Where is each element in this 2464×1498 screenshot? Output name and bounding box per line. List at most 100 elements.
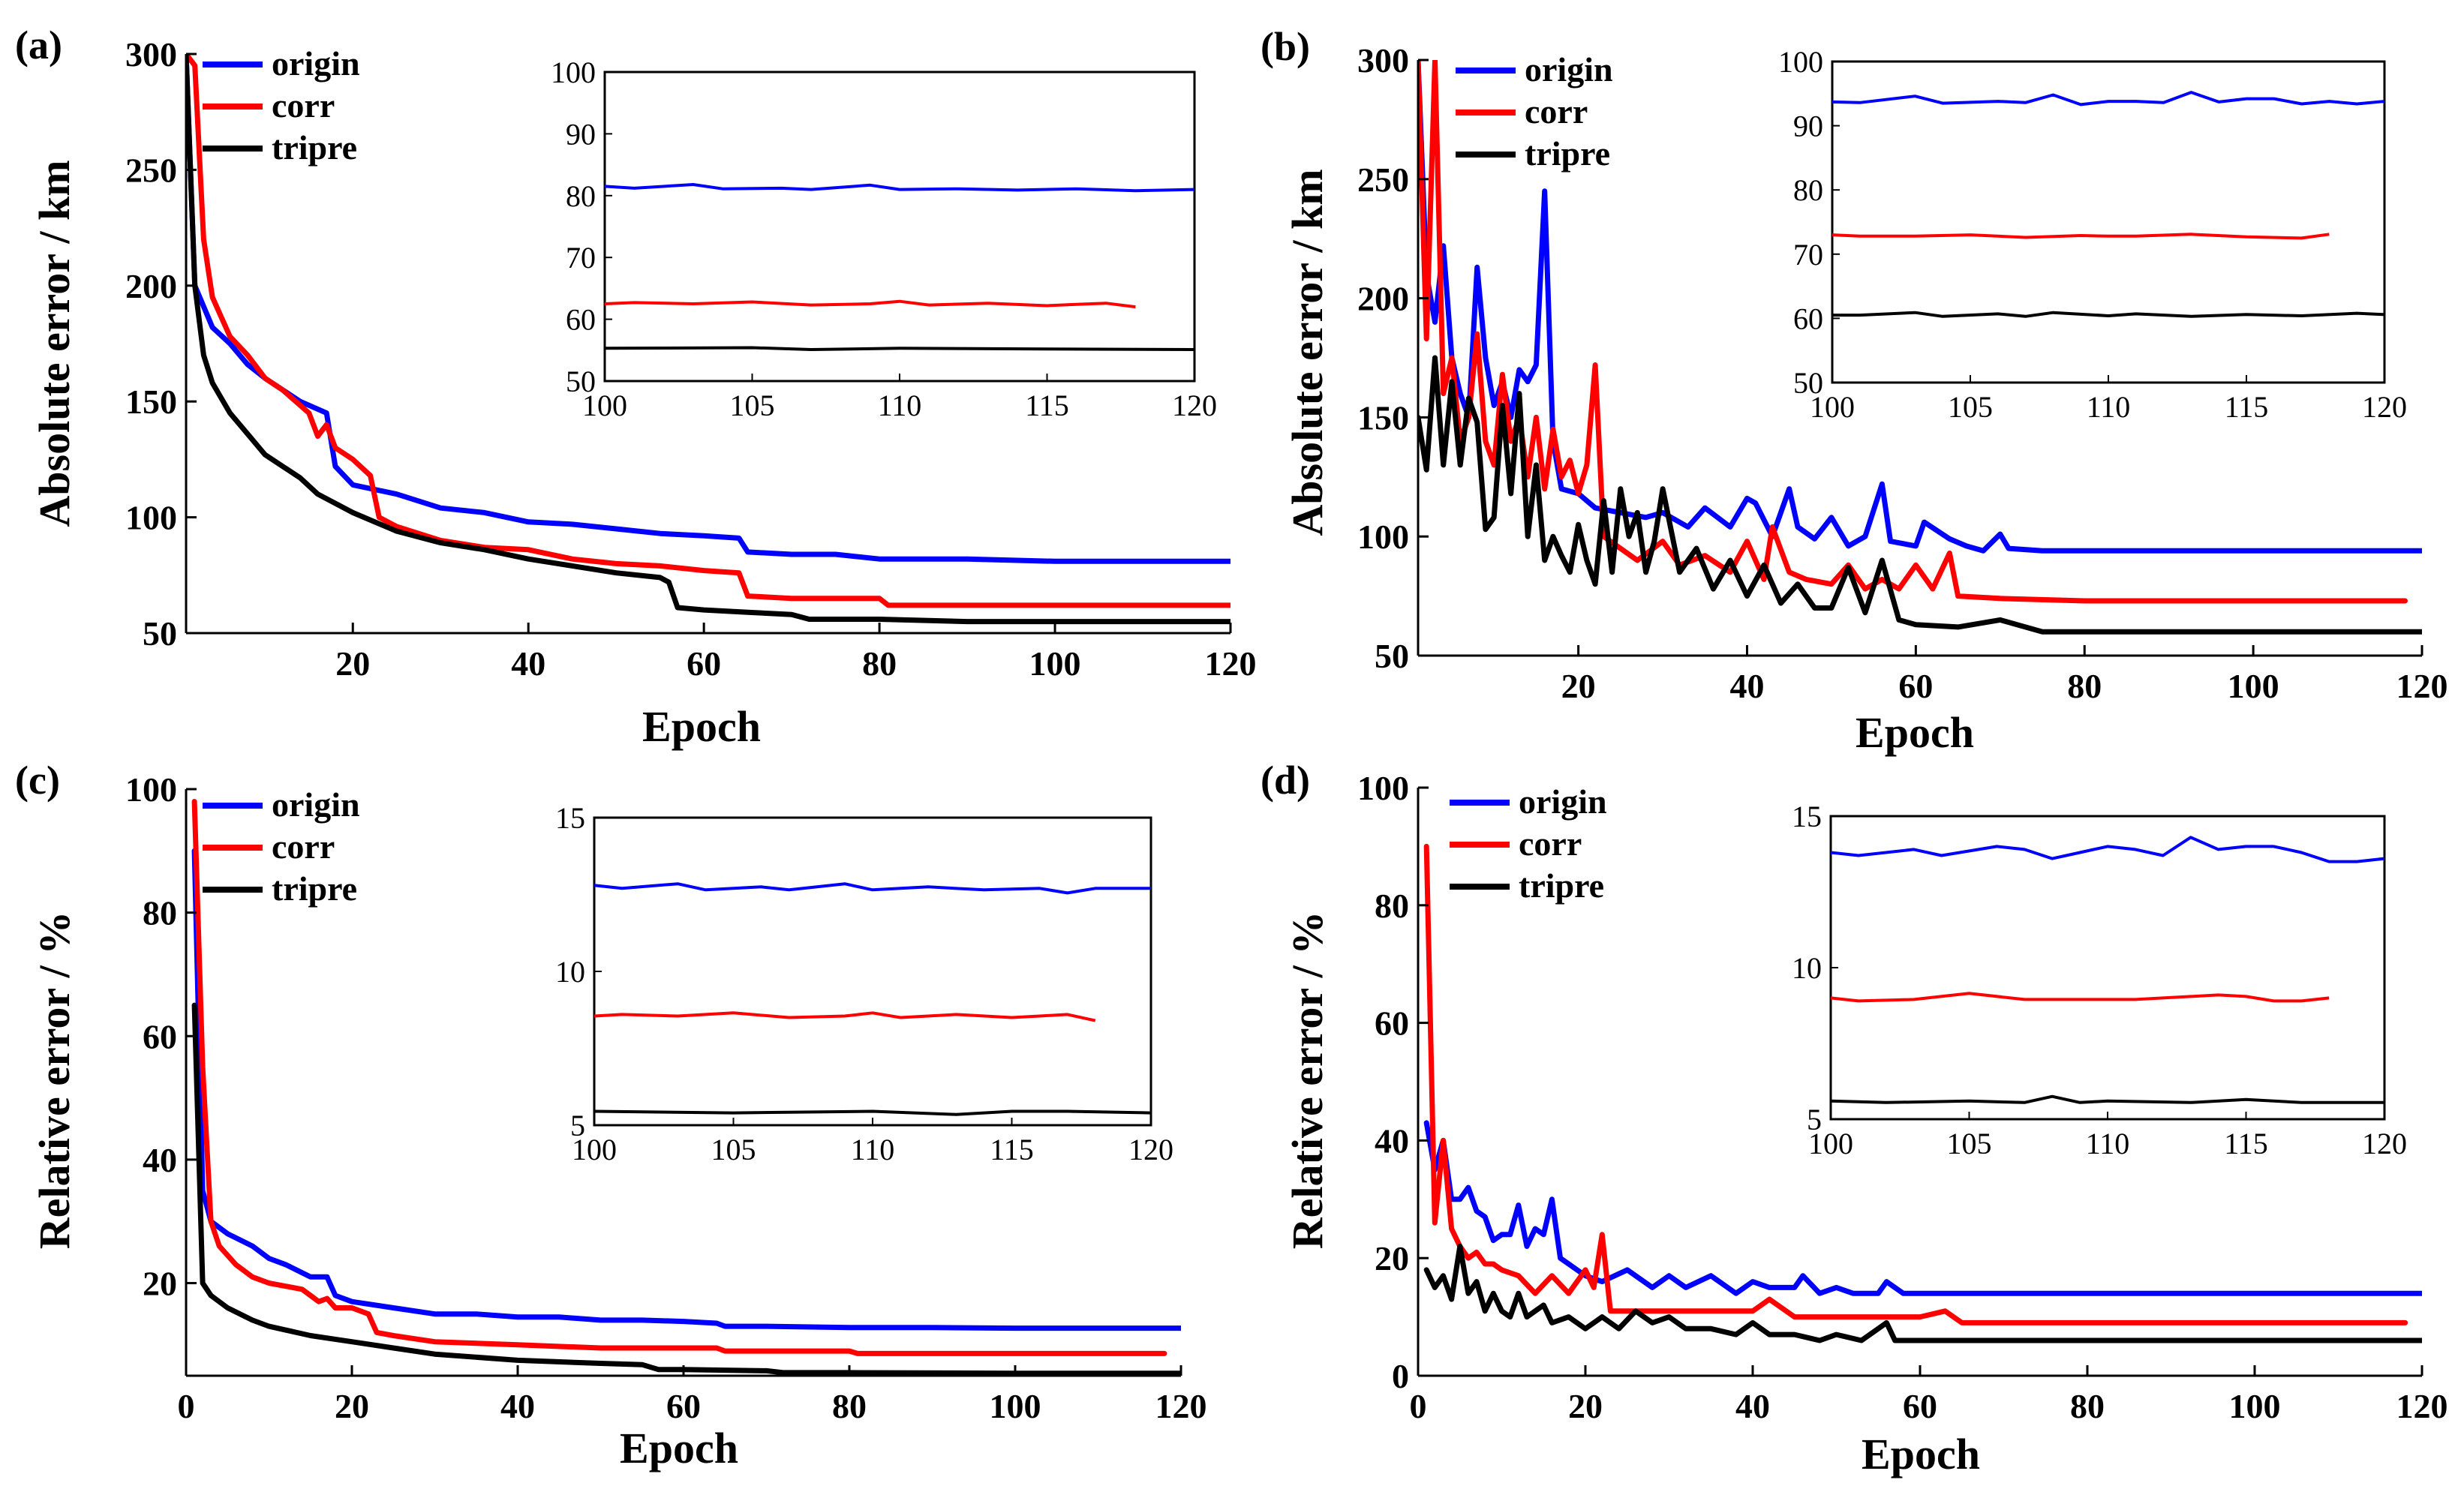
- series-line-origin: [191, 848, 1181, 1331]
- inset-y-tick-label: 50: [1793, 366, 1823, 400]
- y-tick-label: 80: [143, 894, 177, 932]
- inset-x-tick-label: 110: [2086, 1127, 2130, 1160]
- y-tick-label: 150: [125, 383, 177, 421]
- x-tick-label: 20: [335, 1387, 369, 1425]
- series-group: [186, 54, 1230, 625]
- x-tick-label: 120: [2396, 1387, 2448, 1425]
- inset-x-tick-label: 105: [730, 389, 775, 422]
- y-tick-label: 200: [125, 267, 177, 305]
- inset-y-tick-label: 5: [570, 1109, 585, 1142]
- x-tick-label: 120: [1205, 644, 1257, 683]
- panel-label: (d): [1261, 758, 1310, 803]
- x-axis-label: Epoch: [1856, 708, 1974, 757]
- inset-series-line-corr: [593, 1011, 1096, 1022]
- x-axis-label: Epoch: [642, 702, 761, 751]
- inset-chart: 100 105 110 115 120 50 60 70 80 90 100: [551, 56, 1217, 422]
- x-tick-label: 40: [511, 644, 545, 683]
- panel-label: (a): [15, 23, 62, 68]
- legend-label-tripre: tripre: [1519, 866, 1604, 905]
- y-tick-label: 50: [1375, 637, 1409, 675]
- series-line-tripre: [186, 54, 1230, 625]
- y-tick-label: 40: [143, 1141, 177, 1179]
- x-tick-label: 40: [500, 1387, 535, 1425]
- series-line-tripre: [1423, 1244, 2422, 1343]
- y-tick-label: 300: [125, 35, 177, 74]
- legend-label-origin: origin: [272, 785, 360, 824]
- series-line-tripre: [191, 1002, 1181, 1376]
- x-tick-label: 60: [1903, 1387, 1937, 1425]
- x-tick-label: 80: [2067, 667, 2102, 705]
- y-axis-label: Absolute error / km: [30, 160, 79, 527]
- inset-frame: [1831, 60, 2386, 384]
- x-tick-label: 40: [1735, 1387, 1770, 1425]
- y-tick-label: 100: [125, 770, 177, 809]
- x-tick-label: 60: [1898, 667, 1933, 705]
- inset-x-tick-label: 100: [1810, 390, 1855, 424]
- legend-label-origin: origin: [1525, 50, 1613, 89]
- y-tick-label: 50: [143, 614, 177, 653]
- series-group: [1418, 60, 2422, 635]
- panel-label: (c): [15, 758, 60, 803]
- inset-series-line-tripre: [593, 1109, 1152, 1116]
- series-line-origin: [1418, 60, 2422, 554]
- inset-y-tick-label: 10: [1792, 951, 1822, 985]
- series-group: [1423, 843, 2422, 1343]
- x-tick-label: 80: [862, 644, 897, 683]
- inset-x-tick-label: 100: [1808, 1127, 1853, 1160]
- y-axis-label: Absolute error / km: [1283, 169, 1332, 536]
- x-tick-label: 0: [178, 1387, 195, 1425]
- inset-x-tick-label: 110: [2087, 390, 2131, 424]
- inset-series-line-tripre: [1832, 311, 2385, 318]
- inset-x-tick-label: 105: [1947, 1127, 1992, 1160]
- chart-panel-c: (c) 0 20 40 60 80 100 120 20 40 60 80 100 Epoch Relati…: [15, 758, 1207, 1472]
- inset-x-tick-label: 120: [1128, 1133, 1173, 1166]
- x-tick-label: 80: [832, 1387, 867, 1425]
- inset-x-tick-label: 110: [851, 1133, 895, 1166]
- inset-series-line-origin: [1830, 836, 2385, 863]
- x-tick-label: 20: [1568, 1387, 1603, 1425]
- chart-panel-a: (a)20 40 60 80 100 12050100150200250300EpochA…: [15, 23, 1257, 751]
- y-tick-label: 200: [1357, 280, 1409, 318]
- x-tick-label: 80: [2070, 1387, 2105, 1425]
- series-line-tripre: [1418, 355, 2422, 635]
- inset-frame: [1829, 815, 2386, 1121]
- x-tick-label: 0: [1410, 1387, 1427, 1425]
- series-line-origin: [186, 54, 1230, 564]
- y-tick-label: 150: [1357, 398, 1409, 437]
- series-line-origin: [1423, 1120, 2422, 1296]
- chart-panel-b: (b)20 40 60 80 100 12050100150200250300EpochA…: [1261, 24, 2448, 757]
- y-tick-label: 100: [1357, 769, 1409, 807]
- inset-x-tick-label: 100: [582, 389, 627, 422]
- inset-x-tick-label: 105: [711, 1133, 756, 1166]
- inset-frame: [603, 71, 1196, 383]
- legend-label-corr: corr: [1525, 92, 1588, 131]
- inset-y-tick-label: 50: [566, 365, 596, 398]
- legend-label-tripre: tripre: [272, 869, 357, 908]
- inset-x-tick-label: 100: [572, 1133, 617, 1166]
- inset-chart: 100 105 110 115 120 5 10 15: [555, 801, 1173, 1166]
- inset-y-tick-label: 10: [555, 955, 585, 989]
- inset-x-tick-label: 110: [878, 389, 922, 422]
- legend-label-corr: corr: [272, 86, 335, 125]
- legend-label-origin: origin: [272, 44, 360, 83]
- legend-label-corr: corr: [272, 827, 335, 866]
- inset-x-tick-label: 105: [1948, 390, 1993, 424]
- inset-frame: [593, 816, 1152, 1127]
- x-tick-label: 100: [1029, 644, 1081, 683]
- inset-y-tick-label: 70: [1793, 238, 1823, 272]
- inset-series-line-origin: [593, 882, 1151, 895]
- inset-series-line-tripre: [604, 346, 1195, 351]
- inset-series-line-origin: [1831, 91, 2385, 107]
- x-tick-label: 60: [687, 644, 721, 683]
- y-tick-label: 300: [1357, 41, 1409, 80]
- legend-label-origin: origin: [1519, 782, 1607, 821]
- inset-x-tick-label: 120: [2362, 1127, 2407, 1160]
- x-axis-label: Epoch: [620, 1424, 738, 1472]
- x-tick-label: 100: [2229, 1387, 2281, 1425]
- inset-y-tick-label: 90: [1793, 110, 1823, 143]
- inset-y-tick-label: 90: [566, 117, 596, 151]
- series-group: [191, 799, 1181, 1376]
- y-tick-label: 60: [1375, 1004, 1409, 1043]
- inset-y-tick-label: 100: [551, 56, 596, 89]
- y-tick-label: 250: [125, 151, 177, 189]
